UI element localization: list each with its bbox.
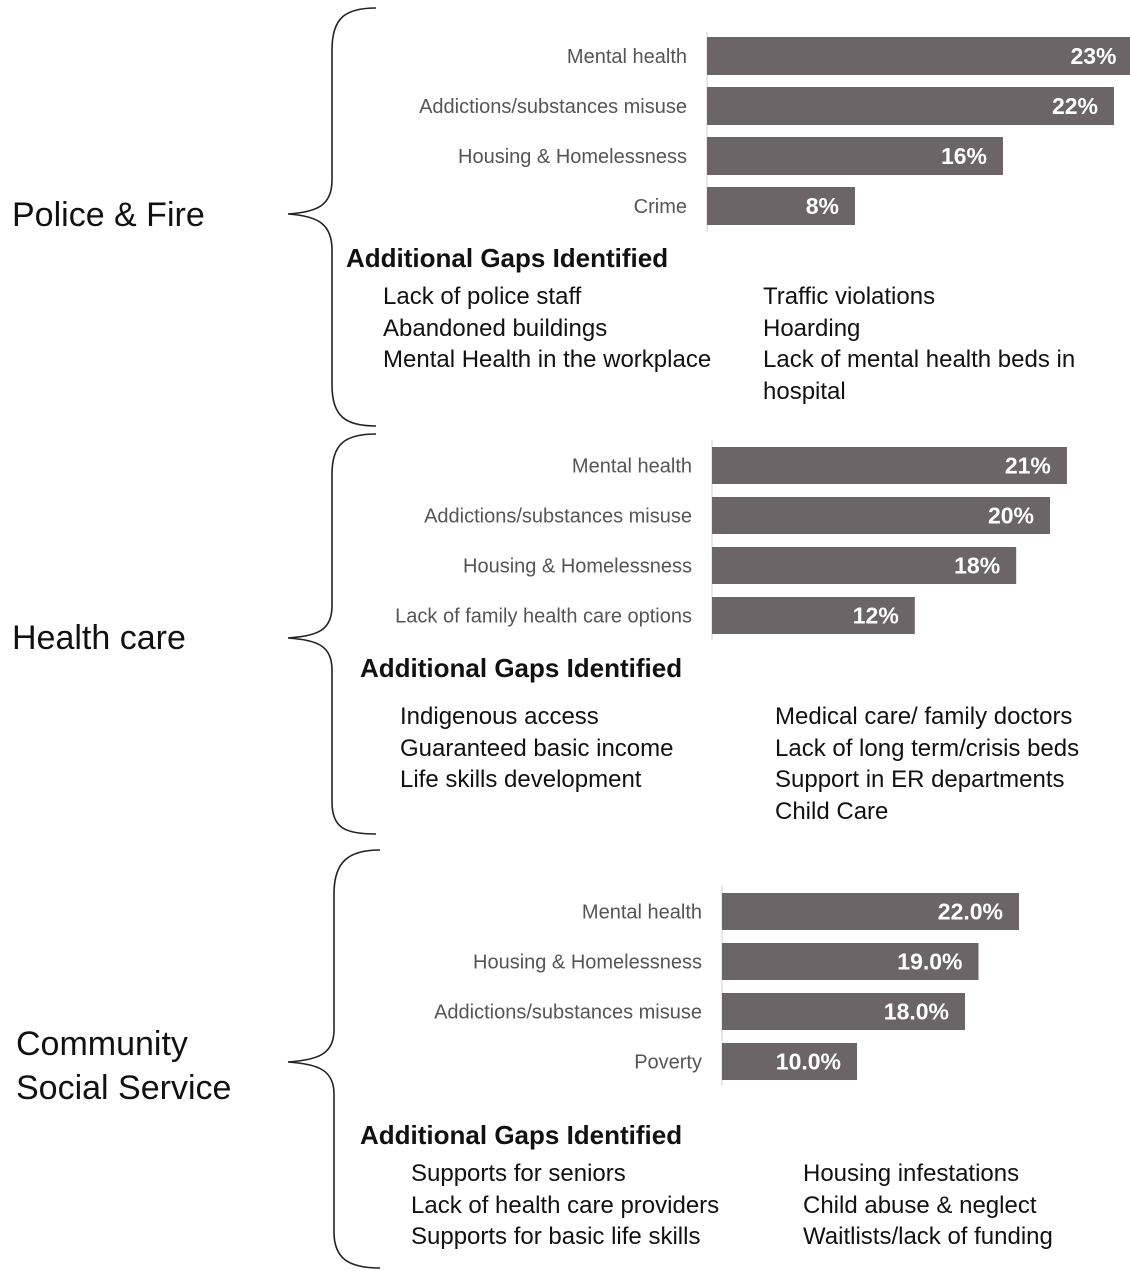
category-label: Crime	[634, 196, 687, 218]
gap-item: Indigenous access	[400, 703, 599, 730]
value-label: 22%	[1052, 93, 1098, 119]
gap-item: Life skills development	[400, 766, 642, 793]
category-label: Mental health	[572, 456, 692, 478]
bar	[707, 37, 1130, 75]
bar	[707, 87, 1114, 125]
gap-item: Supports for seniors	[411, 1160, 626, 1187]
category-label: Mental health	[567, 46, 687, 68]
sector-label-line: Community	[16, 1025, 188, 1063]
gap-item: Hoarding	[763, 314, 861, 342]
bar	[707, 137, 1003, 175]
gap-item: Mental Health in the workplace	[383, 346, 712, 373]
gap-item: Medical care/ family doctors	[775, 703, 1073, 730]
section-community-social-service: Community Social Service Mental health 22…	[0, 840, 1130, 1271]
bar-chart-community-social-service: Mental health 22.0% Housing & Homelessness…	[434, 885, 1019, 1085]
gaps-list-left: Supports for seniors Lack of health care …	[411, 1158, 791, 1253]
bar	[722, 943, 979, 980]
category-label: Addictions/substances misuse	[424, 506, 692, 528]
bar	[722, 893, 1019, 930]
gap-item: Lack of long term/crisis beds	[775, 734, 1080, 762]
bar	[712, 497, 1050, 534]
gap-item: Waitlists/lack of funding	[803, 1223, 1053, 1250]
value-label: 12%	[853, 603, 899, 629]
gap-item: Lack of mental health beds in hospital	[763, 346, 1076, 405]
gaps-heading: Additional Gaps Identified	[360, 653, 683, 683]
value-label: 8%	[806, 193, 839, 219]
bar	[712, 547, 1017, 584]
category-label: Mental health	[582, 902, 702, 924]
category-label: Addictions/substances misuse	[434, 1002, 702, 1024]
gap-item: Housing infestations	[803, 1160, 1020, 1187]
sector-label-line: Social Service	[16, 1069, 232, 1107]
brace-icon	[287, 433, 377, 835]
value-label: 16%	[941, 143, 987, 169]
value-label: 18%	[954, 553, 1000, 579]
bar	[722, 1043, 857, 1080]
bar-chart-police-fire: Mental health 23% Addictions/substances mi…	[419, 32, 1130, 232]
sector-label: Health care	[12, 619, 186, 657]
value-label: 21%	[1005, 453, 1051, 479]
gaps-list-right: Traffic violations Hoarding Lack of mental…	[763, 281, 1118, 407]
bar-chart-health-care: Mental health 21% Addictions/substances mi…	[395, 440, 1067, 640]
category-label: Housing & Homelessness	[473, 952, 702, 974]
brace-icon	[287, 849, 381, 1269]
gap-item: Child abuse & neglect	[803, 1191, 1037, 1219]
gaps-list-right: Medical care/ family doctors Lack of long…	[775, 701, 1125, 827]
gap-item: Child Care	[775, 797, 889, 825]
gaps-list-left: Lack of police staff Abandoned buildings M…	[383, 281, 758, 376]
gap-item: Lack of police staff	[383, 283, 582, 310]
section-police-fire: Police & Fire Mental health 23% Addictions…	[0, 0, 1130, 430]
value-label: 23%	[1070, 43, 1116, 69]
value-label: 20%	[988, 503, 1034, 529]
gap-item: Abandoned buildings	[383, 314, 608, 342]
gap-item: Lack of health care providers	[411, 1191, 720, 1219]
gap-item: Traffic violations	[763, 283, 936, 310]
sector-label: Police & Fire	[12, 196, 205, 234]
section-health-care: Health care Mental health 21% Addictions/s…	[0, 430, 1130, 840]
category-label: Housing & Homelessness	[463, 556, 692, 578]
category-label: Poverty	[634, 1052, 702, 1074]
bar	[722, 993, 965, 1030]
gap-item: Support in ER departments	[775, 766, 1065, 793]
sector-label: Community Social Service	[16, 1022, 231, 1110]
brace-icon	[287, 7, 377, 427]
category-label: Housing & Homelessness	[458, 146, 687, 168]
value-label: 18.0%	[884, 999, 949, 1025]
category-label: Lack of family health care options	[395, 606, 692, 628]
value-label: 10.0%	[776, 1049, 841, 1075]
value-label: 19.0%	[897, 949, 962, 975]
gaps-heading: Additional Gaps Identified	[360, 1120, 683, 1150]
bar	[712, 597, 915, 634]
gaps-list-right: Housing infestations Child abuse & neglec…	[803, 1158, 1123, 1253]
gaps-list-left: Indigenous access Guaranteed basic income…	[400, 701, 770, 796]
gaps-heading: Additional Gaps Identified	[346, 243, 669, 273]
gap-item: Supports for basic life skills	[411, 1223, 701, 1250]
bar	[707, 187, 855, 225]
value-label: 22.0%	[938, 899, 1003, 925]
bar	[712, 447, 1067, 484]
category-label: Addictions/substances misuse	[419, 96, 687, 118]
gap-item: Guaranteed basic income	[400, 734, 674, 762]
